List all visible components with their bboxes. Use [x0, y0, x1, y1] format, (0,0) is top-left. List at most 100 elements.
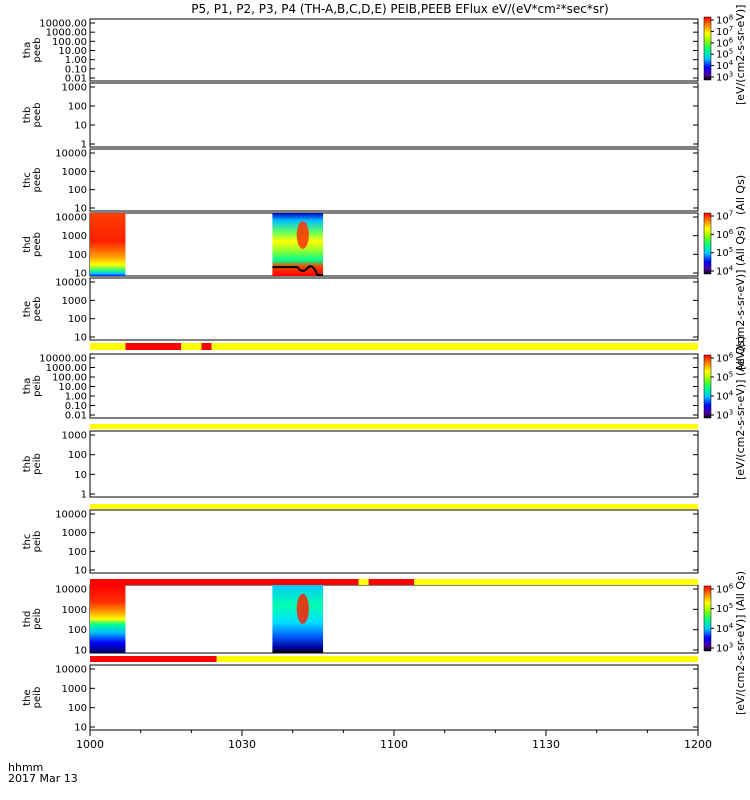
spectrogram-hotspot-thd-peib: [296, 593, 309, 624]
y-tick-label: 100: [68, 625, 87, 636]
y-tick-label: 10000: [55, 585, 87, 596]
y-tick-label: 10000: [55, 149, 87, 160]
panel-label-tha-peeb: tha peeb: [22, 38, 43, 63]
colorbar-exponent: 7: [729, 25, 733, 33]
product-label: peib: [32, 375, 43, 397]
quality-segment-good: [358, 579, 369, 585]
panel-label-the-peib: the peib: [22, 687, 43, 709]
y-tick-label: 0.01: [65, 411, 87, 422]
x-tick-label: 1100: [380, 738, 408, 751]
y-tick-label: 100: [68, 102, 87, 113]
colorbar-exponent: 3: [729, 642, 733, 650]
quality-flags-layer: [90, 343, 698, 662]
probe-label: thd: [22, 236, 33, 253]
quality-segment-good: [216, 656, 698, 662]
colorbar-tick-label: 104: [716, 622, 734, 635]
y-tick-label: 10: [74, 646, 87, 657]
y-tick-label: 1000: [62, 83, 87, 94]
colorbar-exponent: 5: [729, 48, 733, 56]
colorbars-layer: 1031041051061071081041051061071031041051…: [703, 14, 734, 655]
panel-label-the-peeb: the peeb: [22, 297, 43, 322]
panel-frame-thb-peeb: [89, 82, 699, 148]
colorbar-tick-label: 105: [716, 602, 733, 615]
x-tick-label: 1130: [532, 738, 560, 751]
y-tick-label: 1000: [62, 296, 87, 307]
colorbar-exponent: 6: [729, 583, 734, 591]
colorbar-exponent: 6: [729, 36, 734, 44]
y-tick-label: 100: [68, 314, 87, 325]
y-tick-label: 100: [68, 703, 87, 714]
panel-frame-tha-peeb: [89, 18, 699, 82]
quality-segment-good: [414, 579, 698, 585]
y-tick-label: 0.10: [65, 64, 87, 75]
product-label: peeb: [32, 297, 43, 322]
spectrogram-block-thd-peib-0: [90, 585, 126, 653]
quality-segment-good: [90, 343, 126, 350]
panel-frame-thd-peeb: [89, 212, 699, 277]
y-tick-label: 10000.00: [39, 354, 87, 365]
colorbar-tick-label: 103: [716, 642, 733, 655]
y-tick-label: 1: [81, 140, 87, 151]
quality-segment-bad: [201, 343, 212, 350]
quality-segment-good: [90, 504, 698, 509]
y-tick-label: 1.00: [65, 392, 87, 403]
panel-frame-thc-peeb: [89, 148, 699, 212]
quality-segment-bad: [90, 656, 217, 662]
panel-frame-the-peeb: [89, 277, 699, 341]
colorbar-tick-label: 105: [716, 246, 733, 259]
quality-segment-bad: [90, 579, 359, 585]
probe-label: thc: [22, 534, 33, 550]
colorbar-label-overlap-a: [eV/(cm2-s-sr-eV)] (All Qs): [734, 226, 747, 370]
product-label: peib: [32, 453, 43, 475]
colorbar: [703, 212, 712, 275]
colorbar-tick-label: 104: [716, 265, 734, 278]
probe-label: thd: [22, 611, 33, 628]
colorbar-tick-label: 106: [716, 583, 734, 596]
panel-label-thd-peib: thd peib: [22, 608, 43, 630]
y-tick-label: 10: [74, 470, 87, 481]
colorbar-label-bottom: [eV/(cm2-s-sr-eV)] (All Qs): [734, 571, 747, 715]
y-tick-label: 10: [74, 121, 87, 132]
y-tick-label: 10: [74, 204, 87, 215]
y-tick-label: 10.00: [58, 382, 87, 393]
product-label: peeb: [32, 38, 43, 63]
quality-segment-good: [181, 343, 202, 350]
probe-label: tha: [22, 42, 33, 58]
colorbar: [703, 354, 712, 419]
colorbar-tick-label: 103: [716, 409, 733, 422]
y-tick-label: 100.00: [52, 37, 87, 48]
colorbar-tick-label: 106: [716, 228, 734, 241]
probe-label: tha: [22, 378, 33, 394]
panel-label-tha-peib: tha peib: [22, 375, 43, 397]
panel-label-thd-peeb: thd peeb: [22, 232, 43, 257]
y-tick-label: 0.01: [65, 74, 87, 85]
colorbar-exponent: 5: [729, 246, 733, 254]
y-tick-label: 1000: [62, 684, 87, 695]
colorbar-exponent: 4: [729, 59, 734, 67]
y-tick-label: 10000: [55, 213, 87, 224]
y-tick-label: 100: [68, 547, 87, 558]
y-tick-label: 0.10: [65, 401, 87, 412]
spectrogram-block-thd-peeb-1: [272, 213, 324, 276]
colorbar-exponent: 4: [729, 390, 734, 398]
x-tick-label: 1030: [228, 738, 256, 751]
product-label: peeb: [32, 168, 43, 193]
product-label: peib: [32, 608, 43, 630]
y-tick-label: 10000.00: [39, 19, 87, 30]
panel-frame-thd-peib: [89, 584, 699, 654]
panel-frame-thb-peib: [89, 430, 699, 498]
y-tick-label: 100: [68, 250, 87, 261]
panel-frame-tha-peib: [89, 353, 699, 419]
colorbar-exponent: 3: [729, 71, 733, 79]
quality-segment-bad: [125, 343, 182, 350]
y-tick-label: 10: [74, 566, 87, 577]
colorbar: [703, 585, 712, 652]
time-axis: 1000 1030 1100 1130 1200: [76, 730, 712, 751]
panel-label-thc-peib: thc peib: [22, 531, 43, 553]
product-label: peib: [32, 687, 43, 709]
probe-label: thc: [22, 172, 33, 188]
panel-label-thc-peeb: thc peeb: [22, 168, 43, 193]
panel-frame-the-peib: [89, 664, 699, 731]
y-tick-label: 100: [68, 450, 87, 461]
x-tick-label: 1000: [76, 738, 104, 751]
